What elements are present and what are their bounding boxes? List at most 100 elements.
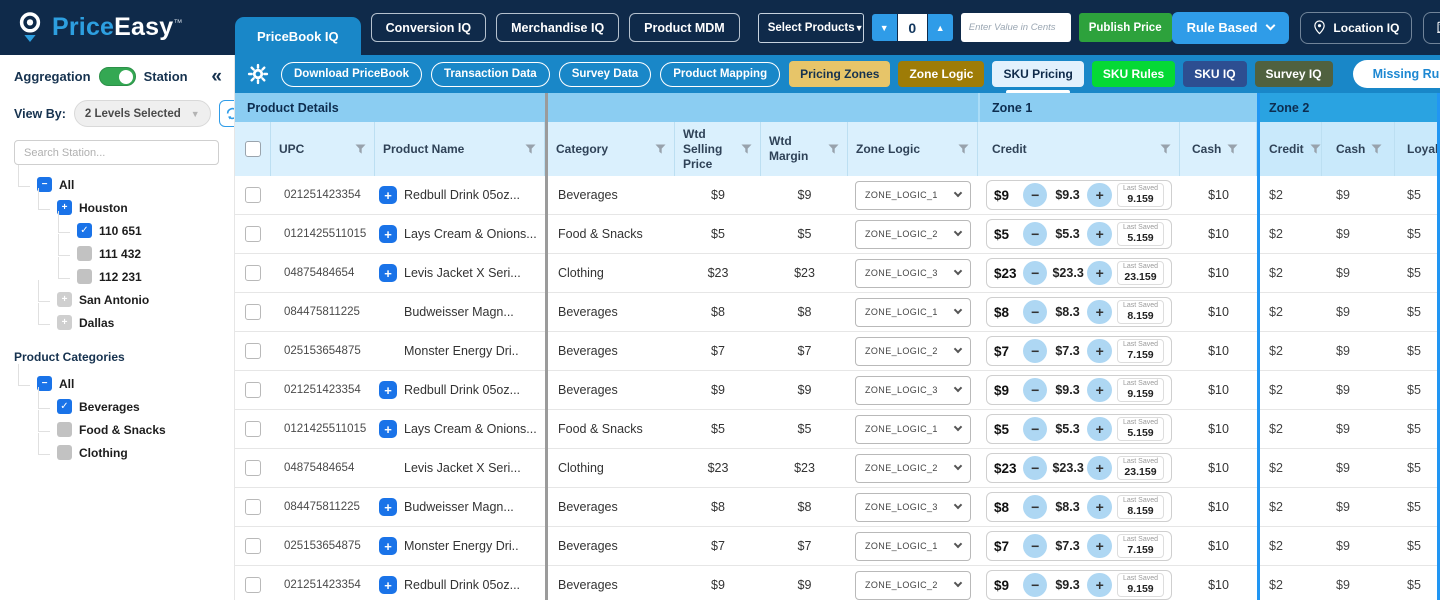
filter-icon[interactable] <box>1227 144 1238 155</box>
add-product-badge[interactable]: + <box>379 537 397 555</box>
mode-pricing-zones[interactable]: Pricing Zones <box>789 61 890 87</box>
decrement-price-button[interactable]: − <box>1023 183 1047 207</box>
row-checkbox[interactable] <box>245 382 261 398</box>
zone1-zone2-divider[interactable] <box>1257 93 1260 600</box>
checked-checkbox[interactable]: ✓ <box>57 399 72 414</box>
station-item-san-antonio[interactable]: +San Antonio <box>38 288 222 311</box>
add-product-badge[interactable]: + <box>379 225 397 243</box>
mode-survey-iq[interactable]: Survey IQ <box>1255 61 1333 87</box>
checked-checkbox[interactable]: ✓ <box>77 223 92 238</box>
location-iq-button[interactable]: Location IQ <box>1300 12 1412 44</box>
search-station-input[interactable] <box>14 140 219 165</box>
filter-icon[interactable] <box>525 144 536 155</box>
aggregation-station-toggle[interactable] <box>99 67 136 86</box>
decrement-price-button[interactable]: − <box>1023 261 1047 285</box>
increment-price-button[interactable]: + <box>1087 456 1111 480</box>
increment-price-button[interactable]: + <box>1087 261 1111 285</box>
decrement-price-button[interactable]: − <box>1023 495 1047 519</box>
tree-checkbox[interactable]: + <box>57 292 72 307</box>
refresh-button[interactable] <box>219 100 235 127</box>
mode-sku-rules[interactable]: SKU Rules <box>1092 61 1175 87</box>
station-item-111-432[interactable]: 111 432 <box>58 242 222 265</box>
download-pricebook-button[interactable]: Download PriceBook <box>281 62 422 87</box>
missing-rules-badge[interactable]: Missing Rules: 24 <box>1353 60 1440 88</box>
add-product-badge[interactable]: + <box>379 381 397 399</box>
zone-logic-select[interactable]: ZONE_LOGIC_2 <box>855 220 971 249</box>
mode-zone-logic[interactable]: Zone Logic <box>898 61 984 87</box>
decrement-price-button[interactable]: − <box>1023 378 1047 402</box>
filter-icon[interactable] <box>1371 144 1382 155</box>
tree-checkbox[interactable] <box>57 422 72 437</box>
tree-checkbox[interactable] <box>77 246 92 261</box>
fuel-insights-button[interactable]: Fuel Insights <box>1423 12 1440 44</box>
collapse-sidebar-icon[interactable]: « <box>211 67 222 86</box>
row-checkbox[interactable] <box>245 226 261 242</box>
zone-logic-select[interactable]: ZONE_LOGIC_3 <box>855 493 971 522</box>
survey-data-button[interactable]: Survey Data <box>559 62 651 87</box>
increment-price-button[interactable]: + <box>1087 222 1111 246</box>
transaction-data-button[interactable]: Transaction Data <box>431 62 550 87</box>
increment-price-button[interactable]: + <box>1087 378 1111 402</box>
select-products-dropdown[interactable]: Select Products▼ <box>758 13 864 43</box>
category-item-food-snacks[interactable]: Food & Snacks <box>38 418 222 441</box>
mode-sku-pricing[interactable]: SKU Pricing <box>992 61 1083 87</box>
tree-checkbox[interactable] <box>57 445 72 460</box>
zone-logic-select[interactable]: ZONE_LOGIC_2 <box>855 337 971 366</box>
row-checkbox[interactable] <box>245 577 261 593</box>
filter-icon[interactable] <box>655 144 666 155</box>
zone-logic-select[interactable]: ZONE_LOGIC_2 <box>855 454 971 483</box>
decrement-price-button[interactable]: − <box>1023 456 1047 480</box>
filter-icon[interactable] <box>828 144 839 155</box>
increment-price-button[interactable]: + <box>1087 534 1111 558</box>
station-item-112-231[interactable]: 112 231 <box>58 265 222 288</box>
settings-gear-icon[interactable] <box>247 63 269 85</box>
increment-price-button[interactable]: + <box>1087 183 1111 207</box>
zone-logic-select[interactable]: ZONE_LOGIC_1 <box>855 181 971 210</box>
tree-checkbox[interactable]: + <box>57 315 72 330</box>
tab-merchandise-iq[interactable]: Merchandise IQ <box>496 13 619 42</box>
filter-icon[interactable] <box>958 144 969 155</box>
tree-checkbox[interactable] <box>77 269 92 284</box>
cents-value-input[interactable] <box>961 13 1071 42</box>
zone-logic-select[interactable]: ZONE_LOGIC_1 <box>855 415 971 444</box>
add-product-badge[interactable]: + <box>379 264 397 282</box>
station-item-dallas[interactable]: +Dallas <box>38 311 222 334</box>
filter-icon[interactable] <box>1310 144 1321 155</box>
increment-price-button[interactable]: + <box>1087 300 1111 324</box>
zone-logic-select[interactable]: ZONE_LOGIC_3 <box>855 259 971 288</box>
select-all-checkbox[interactable] <box>245 141 261 157</box>
filter-icon[interactable] <box>1160 144 1171 155</box>
zone-logic-select[interactable]: ZONE_LOGIC_1 <box>855 532 971 561</box>
zone-logic-select[interactable]: ZONE_LOGIC_2 <box>855 571 971 600</box>
row-checkbox[interactable] <box>245 421 261 437</box>
decrement-price-button[interactable]: − <box>1023 339 1047 363</box>
product-mapping-button[interactable]: Product Mapping <box>660 62 780 87</box>
add-product-badge[interactable]: + <box>379 498 397 516</box>
zone-logic-select[interactable]: ZONE_LOGIC_3 <box>855 376 971 405</box>
row-checkbox[interactable] <box>245 265 261 281</box>
increment-price-button[interactable]: + <box>1087 339 1111 363</box>
increment-price-button[interactable]: + <box>1087 573 1111 597</box>
tab-product-mdm[interactable]: Product MDM <box>629 13 740 42</box>
add-product-badge[interactable]: + <box>379 420 397 438</box>
stepper-decrement-button[interactable]: ▼ <box>872 14 897 41</box>
frozen-pane-divider[interactable] <box>545 93 548 600</box>
row-checkbox[interactable] <box>245 304 261 320</box>
mode-sku-iq[interactable]: SKU IQ <box>1183 61 1246 87</box>
increment-price-button[interactable]: + <box>1087 495 1111 519</box>
row-checkbox[interactable] <box>245 187 261 203</box>
decrement-price-button[interactable]: − <box>1023 534 1047 558</box>
stepper-increment-button[interactable]: ▲ <box>928 14 953 41</box>
decrement-price-button[interactable]: − <box>1023 573 1047 597</box>
category-item-beverages[interactable]: ✓Beverages <box>38 395 222 418</box>
category-item-clothing[interactable]: Clothing <box>38 441 222 464</box>
tab-conversion-iq[interactable]: Conversion IQ <box>371 13 486 42</box>
filter-icon[interactable] <box>741 144 752 155</box>
add-product-badge[interactable]: + <box>379 186 397 204</box>
filter-icon[interactable] <box>355 144 366 155</box>
row-checkbox[interactable] <box>245 499 261 515</box>
decrement-price-button[interactable]: − <box>1023 417 1047 441</box>
increment-price-button[interactable]: + <box>1087 417 1111 441</box>
row-checkbox[interactable] <box>245 343 261 359</box>
decrement-price-button[interactable]: − <box>1023 300 1047 324</box>
